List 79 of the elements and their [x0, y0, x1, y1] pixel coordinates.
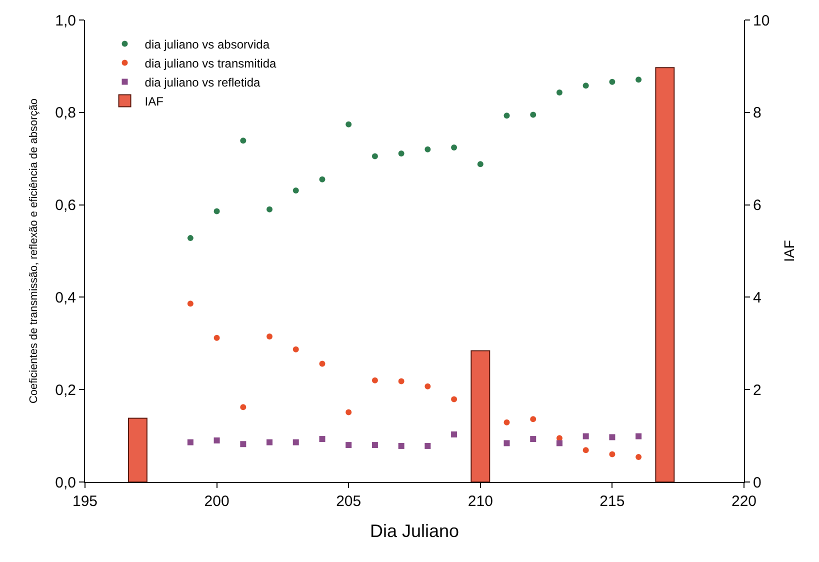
- point: [372, 442, 378, 448]
- point: [240, 138, 246, 144]
- point: [372, 377, 378, 384]
- point: [451, 431, 458, 438]
- point: [582, 433, 589, 440]
- x-tick-label: 220: [731, 493, 757, 510]
- point: [214, 437, 220, 444]
- point: [346, 409, 352, 416]
- point: [504, 440, 510, 446]
- y-tick-label: 0,4: [55, 289, 76, 306]
- legend-label: IAF: [144, 94, 164, 108]
- point: [556, 90, 562, 96]
- point: [636, 76, 642, 83]
- point: [187, 300, 194, 307]
- y-tick-label: 0,0: [55, 474, 76, 492]
- point: [609, 434, 616, 440]
- point: [609, 78, 616, 85]
- y-axis-title: Coeficientes de transmissão, reflexão e eficiência de absorção: [28, 98, 40, 404]
- bar: [128, 418, 148, 482]
- legend-label: dia juliano vs absorvida: [144, 37, 270, 52]
- x-tick-label: 195: [72, 493, 98, 510]
- point: [504, 419, 510, 426]
- x-axis-title: Dia Juliano: [370, 521, 460, 542]
- point: [451, 144, 458, 151]
- point: [240, 404, 246, 410]
- x-tick-label: 210: [468, 493, 493, 510]
- point: [636, 454, 642, 460]
- point: [398, 150, 404, 157]
- point: [319, 176, 326, 182]
- point: [424, 146, 431, 152]
- y2-tick-label: 2: [753, 382, 762, 399]
- point: [451, 396, 458, 402]
- point: [292, 439, 299, 446]
- point: [556, 440, 562, 446]
- point: [319, 436, 326, 442]
- point: [582, 82, 589, 89]
- point: [530, 112, 536, 118]
- y-tick-label: 0,2: [55, 382, 76, 399]
- y2-tick-label: 0: [753, 474, 762, 492]
- point: [424, 383, 431, 390]
- point: [266, 333, 273, 340]
- y2-tick-label: 4: [753, 289, 762, 306]
- y-tick-label: 1,0: [55, 12, 76, 30]
- point: [266, 439, 273, 446]
- x-tick-label: 205: [336, 493, 362, 510]
- bar: [470, 350, 490, 482]
- point: [530, 416, 536, 422]
- point: [346, 442, 352, 448]
- point: [240, 441, 246, 448]
- y2-axis-title: IAF: [780, 240, 797, 262]
- point: [319, 360, 326, 367]
- legend-label: dia juliano vs transmitida: [144, 56, 276, 70]
- point: [530, 436, 536, 442]
- point: [609, 451, 616, 458]
- point: [292, 187, 299, 194]
- point: [398, 378, 404, 384]
- y2-tick-label: 10: [753, 12, 770, 30]
- x-tick-label: 200: [204, 493, 230, 510]
- point: [187, 235, 194, 242]
- point: [398, 442, 404, 449]
- point: [424, 442, 431, 449]
- point: [477, 161, 484, 168]
- point: [292, 346, 299, 352]
- point: [266, 206, 273, 212]
- bar: [655, 67, 675, 482]
- point: [214, 334, 220, 341]
- y-tick-label: 0,8: [55, 104, 76, 122]
- point: [504, 112, 510, 119]
- y2-tick-label: 6: [753, 197, 762, 214]
- point: [372, 153, 378, 160]
- point: [346, 121, 352, 128]
- y-tick-label: 0,6: [55, 197, 76, 214]
- point: [636, 433, 642, 440]
- point: [582, 447, 589, 454]
- point: [187, 439, 194, 446]
- point: [214, 208, 220, 214]
- y2-tick-label: 8: [753, 104, 762, 122]
- legend-label: dia juliano vs refletida: [144, 75, 260, 90]
- x-tick-label: 215: [600, 493, 625, 510]
